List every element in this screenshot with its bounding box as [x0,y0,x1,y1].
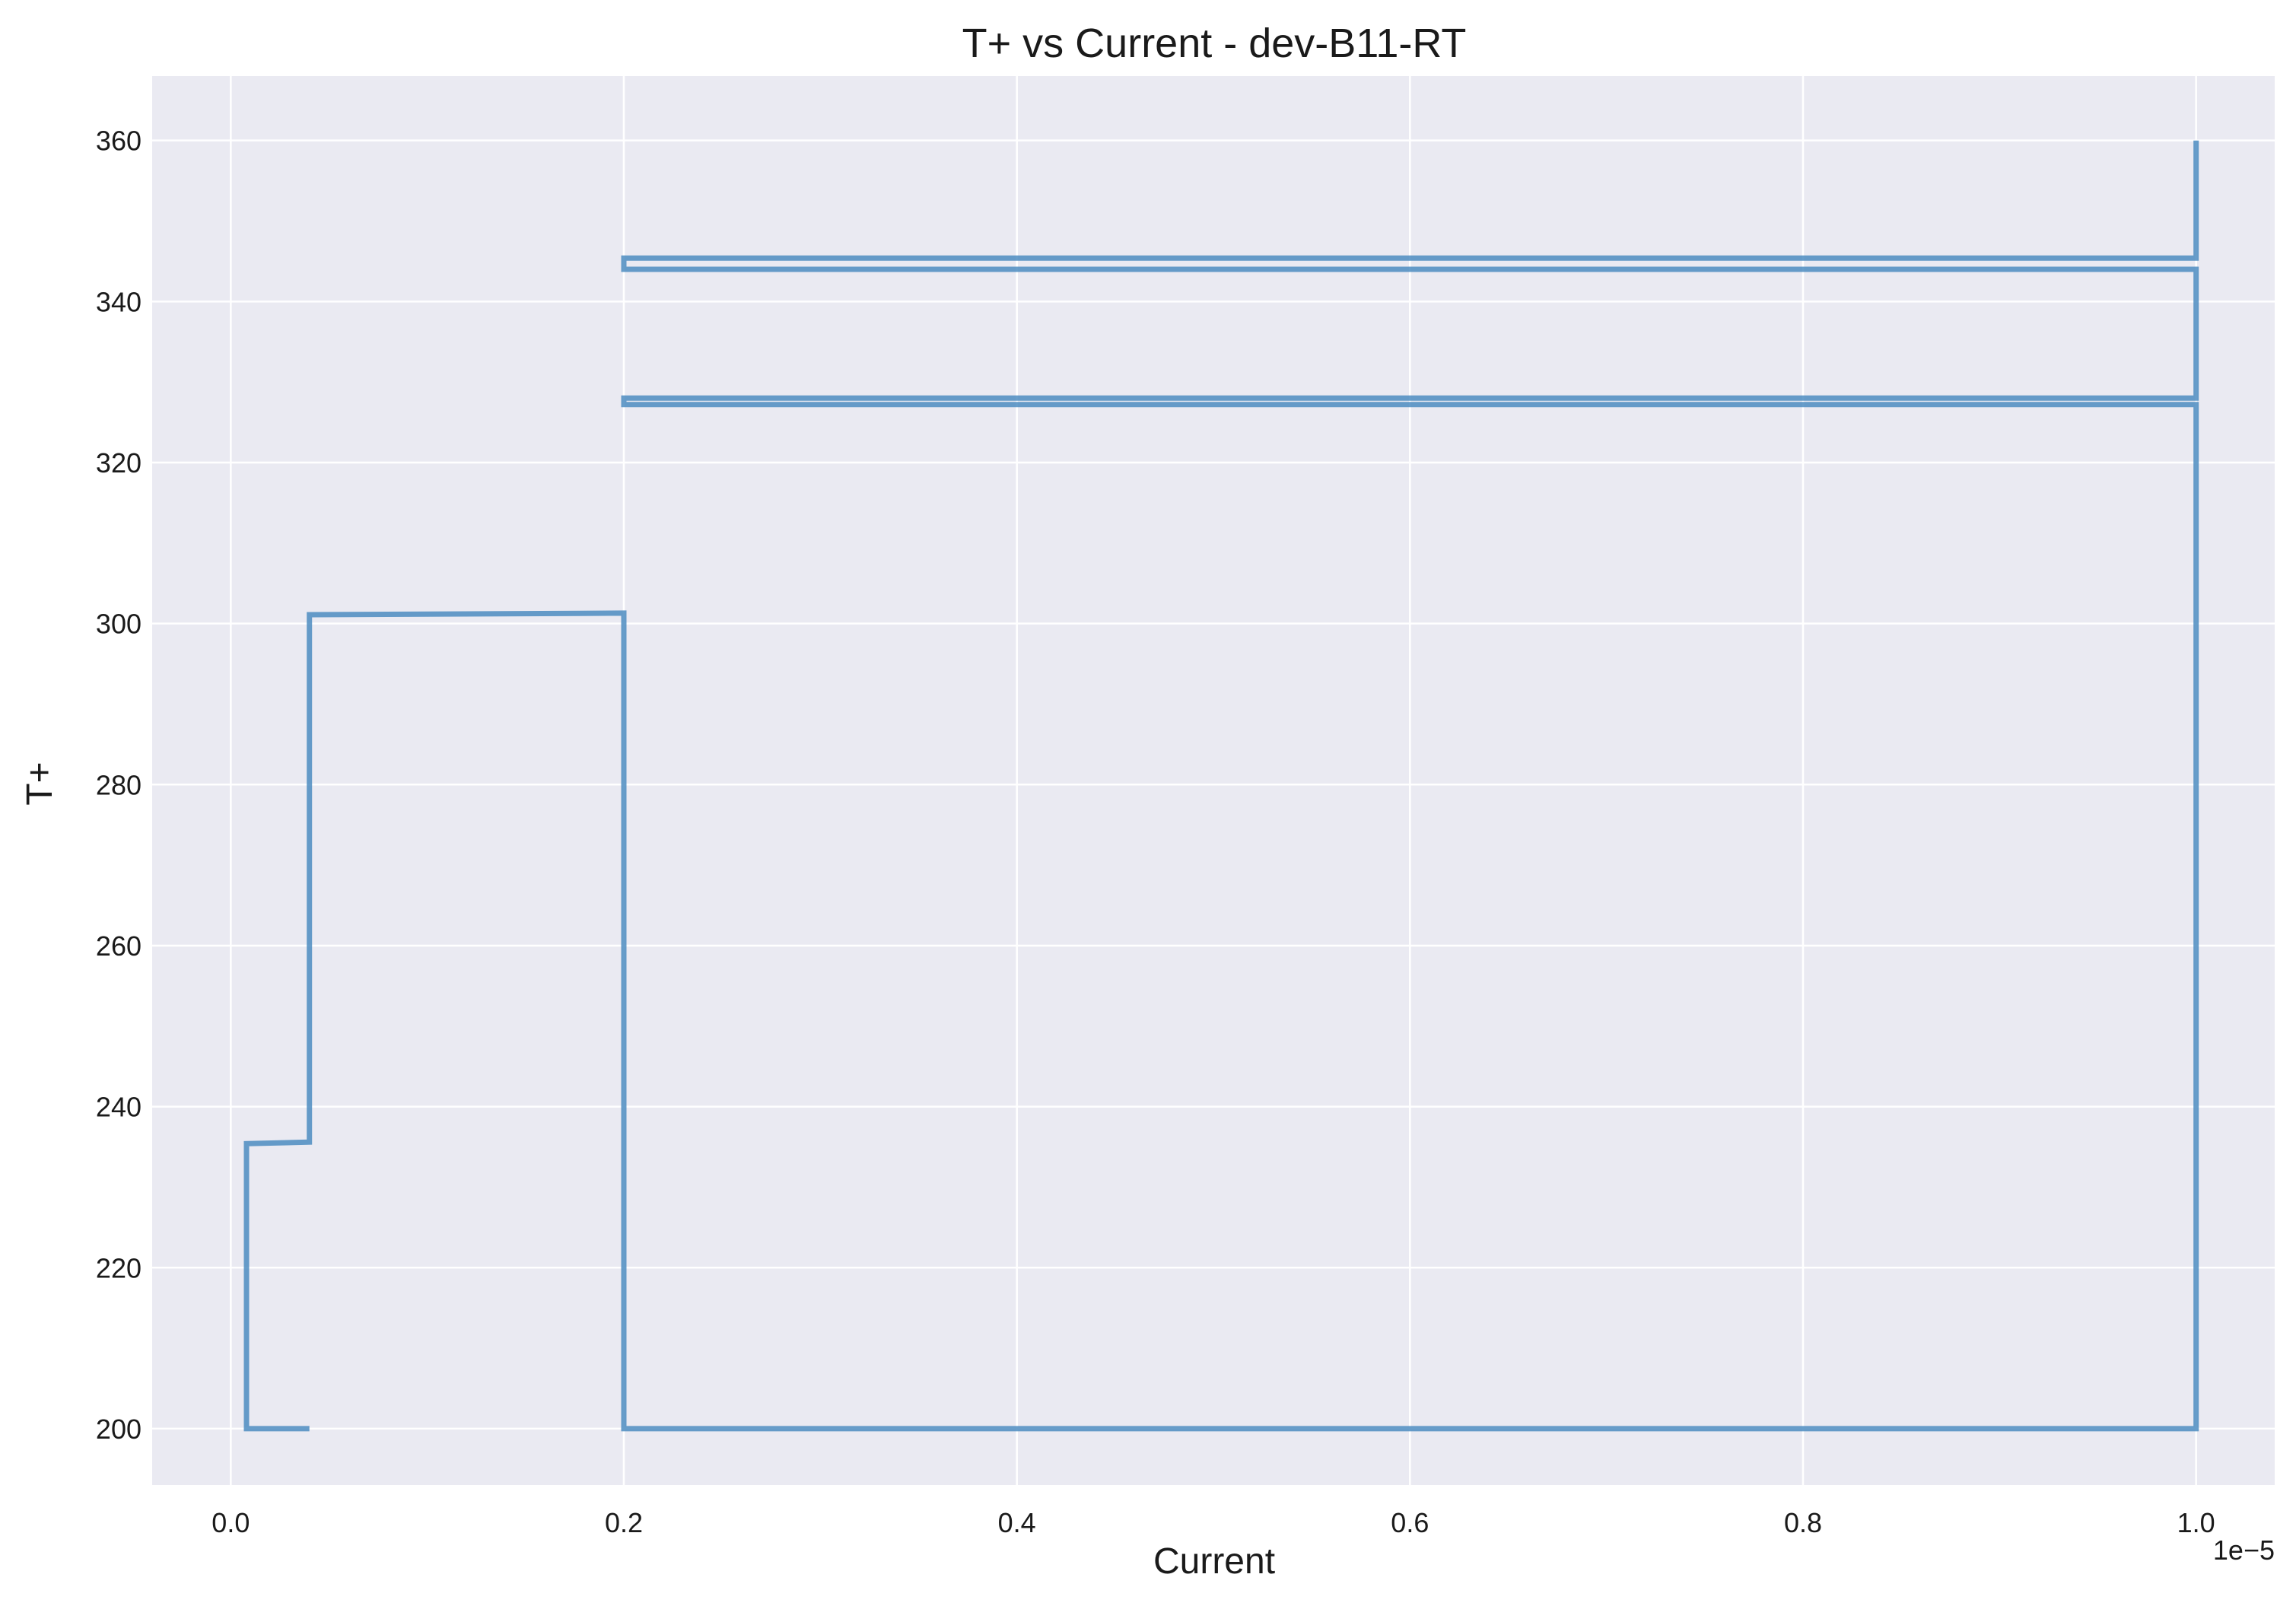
x-tick-labels: 0.0 0.2 0.4 0.6 0.8 1.0 [211,1507,2215,1538]
x-tick-label: 1.0 [2177,1507,2215,1538]
x-tick-label: 0.6 [1391,1507,1429,1538]
y-tick-label: 280 [96,769,142,800]
y-tick-label: 260 [96,930,142,962]
y-tick-label: 320 [96,447,142,479]
y-tick-labels: 200 220 240 260 280 300 320 340 360 [96,126,142,1445]
x-tick-label: 0.4 [998,1507,1036,1538]
y-tick-label: 200 [96,1414,142,1445]
plot-area [152,76,2275,1485]
x-axis-label: Current [1153,1541,1275,1582]
y-tick-label: 360 [96,126,142,157]
y-tick-label: 340 [96,286,142,317]
series-line [243,140,2199,1432]
y-axis-label: T+ [20,762,60,805]
x-axis-offset-label: 1e−5 [2213,1534,2275,1566]
y-tick-label: 300 [96,609,142,640]
y-tick-label: 240 [96,1092,142,1123]
chart-title: T+ vs Current - dev-B11-RT [962,21,1467,66]
x-tick-label: 0.2 [605,1507,643,1538]
series-layer [243,140,2199,1432]
x-tick-label: 0.8 [1784,1507,1822,1538]
x-tick-label: 0.0 [211,1507,250,1538]
horizontal-gridlines [152,139,2275,1430]
y-tick-label: 220 [96,1252,142,1283]
